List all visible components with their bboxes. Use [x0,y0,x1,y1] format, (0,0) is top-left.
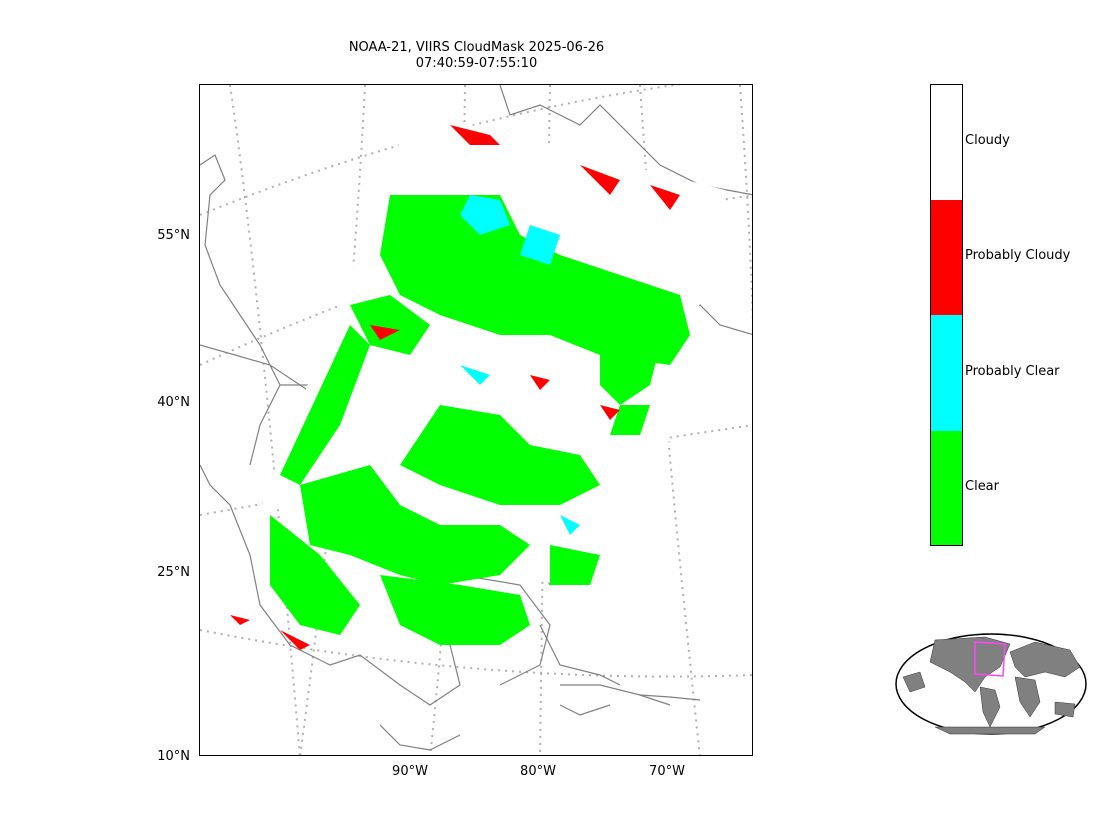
legend-swatch-probably-cloudy [931,200,962,315]
lon-label-70w: 70°W [649,764,685,779]
map-canvas [200,85,752,755]
world-inset-map [895,632,1088,736]
lon-label-90w: 90°W [392,764,428,779]
legend-label-clear: Clear [965,479,999,494]
lat-label-25n: 25°N [157,565,190,580]
legend-swatch-clear [931,431,962,545]
legend-label-cloudy: Cloudy [965,133,1010,148]
inset-swath-outline [974,641,1006,677]
lat-label-40n: 40°N [157,395,190,410]
legend-swatch-cloudy [931,85,962,200]
lon-label-80w: 80°W [520,764,556,779]
map-panel [199,84,753,756]
legend-colorbar [930,84,963,546]
lat-label-10n: 10°N [157,749,190,764]
title-line-1: NOAA-21, VIIRS CloudMask 2025-06-26 [348,40,605,55]
legend-swatch-probably-clear [931,315,962,431]
legend-label-probably-clear: Probably Clear [965,364,1060,379]
lat-label-55n: 55°N [157,228,190,243]
map-title: NOAA-21, VIIRS CloudMask 2025-06-26 07:4… [200,40,753,72]
inset-land [902,636,1081,735]
title-line-2: 07:40:59-07:55:10 [415,56,538,71]
cloudmask-swath [230,110,725,650]
legend-label-probably-cloudy: Probably Cloudy [965,248,1071,263]
